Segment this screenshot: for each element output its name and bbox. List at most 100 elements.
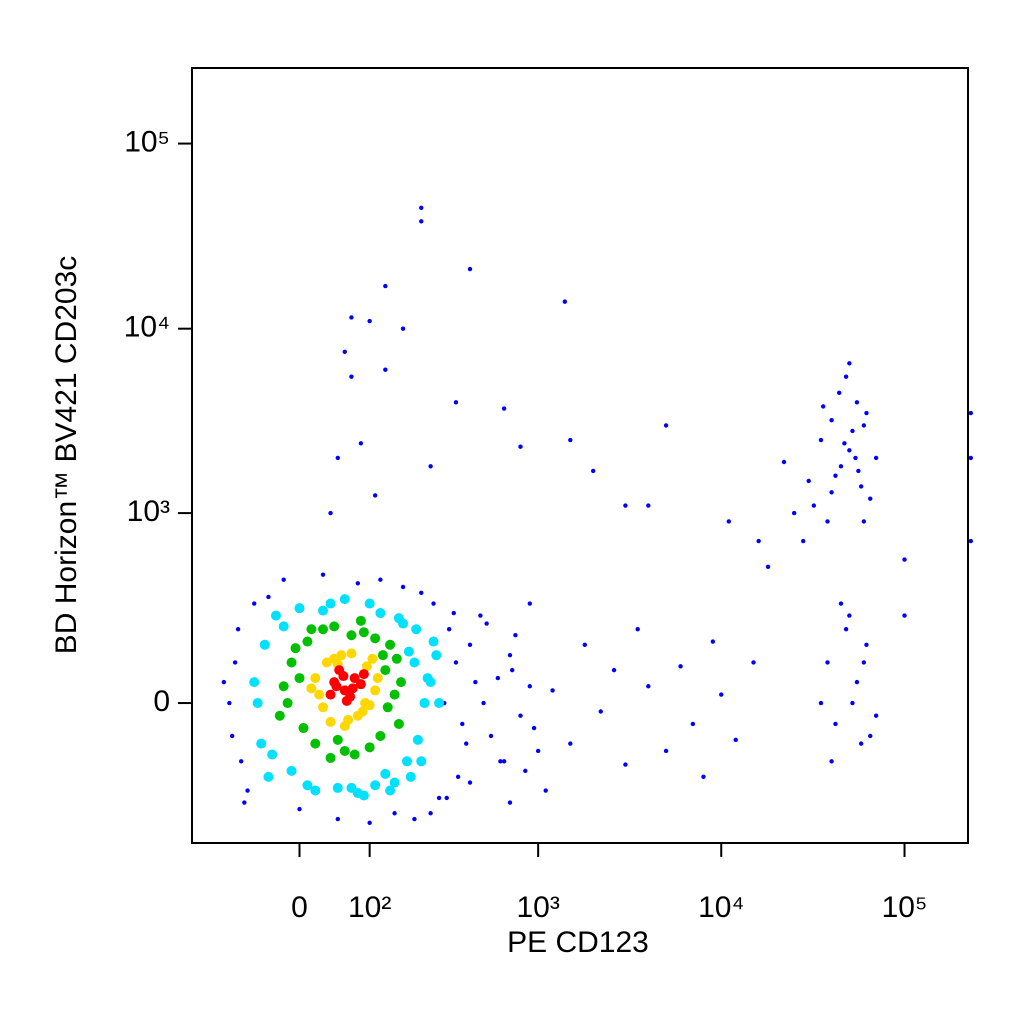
point: [646, 684, 651, 689]
point: [543, 788, 548, 793]
point: [453, 660, 459, 665]
point: [856, 468, 861, 474]
point: [425, 677, 436, 688]
point: [428, 811, 433, 816]
point: [825, 519, 830, 524]
point: [726, 519, 732, 524]
point: [501, 759, 507, 764]
point: [467, 780, 473, 785]
point: [678, 664, 683, 669]
point: [382, 702, 393, 713]
point: [518, 713, 523, 718]
point: [393, 718, 404, 729]
point: [501, 406, 507, 411]
point: [902, 557, 907, 562]
y-axis-label: BD Horizon™ BV421 CD203c: [50, 256, 83, 655]
point: [582, 642, 588, 648]
point: [263, 771, 274, 782]
point: [377, 650, 388, 661]
point: [286, 657, 297, 668]
point: [451, 610, 456, 616]
point: [409, 657, 420, 668]
point: [513, 633, 518, 638]
point: [460, 721, 465, 727]
point: [527, 684, 533, 689]
point: [829, 490, 834, 495]
point: [690, 721, 696, 727]
point: [498, 759, 503, 764]
point: [853, 455, 858, 461]
point: [227, 700, 232, 706]
point: [820, 404, 826, 409]
point: [481, 700, 486, 706]
point: [339, 721, 350, 732]
point: [335, 455, 340, 461]
point: [701, 774, 706, 780]
point: [416, 756, 427, 767]
point: [854, 679, 860, 685]
point: [332, 782, 343, 793]
point: [434, 698, 445, 709]
point: [235, 627, 241, 632]
point: [854, 400, 860, 405]
point: [385, 785, 396, 796]
point: [811, 503, 817, 508]
point: [298, 723, 309, 734]
point: [389, 777, 400, 788]
point: [873, 455, 879, 461]
point: [361, 661, 372, 672]
point: [391, 653, 402, 664]
point: [902, 613, 907, 618]
y-tick-label: 10⁵: [124, 125, 170, 158]
point: [484, 621, 489, 626]
point: [568, 437, 573, 443]
point: [858, 741, 864, 746]
point: [550, 688, 555, 693]
point: [314, 689, 325, 700]
point: [320, 572, 326, 577]
point: [302, 780, 313, 791]
point: [968, 410, 974, 416]
point: [635, 627, 640, 632]
point: [380, 665, 391, 676]
point: [968, 538, 974, 544]
point: [400, 584, 406, 590]
point: [719, 692, 724, 697]
point: [375, 608, 386, 619]
point: [278, 681, 289, 692]
point: [349, 315, 354, 320]
point: [332, 734, 343, 745]
point: [378, 577, 383, 582]
y-tick-label: 0: [153, 685, 170, 718]
point: [403, 646, 414, 657]
point: [861, 519, 867, 524]
point: [842, 441, 847, 446]
point: [357, 706, 368, 717]
point: [328, 510, 333, 516]
point: [873, 713, 879, 718]
point: [338, 671, 349, 682]
point: [455, 774, 461, 780]
point: [383, 367, 388, 372]
point: [355, 679, 366, 690]
point: [238, 759, 244, 764]
point: [294, 673, 305, 684]
point: [478, 613, 483, 618]
point: [367, 318, 372, 324]
point: [355, 581, 361, 586]
point: [781, 459, 787, 465]
point: [286, 765, 297, 776]
point: [419, 698, 430, 709]
point: [968, 455, 974, 461]
point: [473, 679, 478, 685]
point: [401, 756, 412, 767]
point: [392, 811, 397, 816]
point: [232, 660, 238, 665]
point: [256, 738, 267, 749]
point: [318, 702, 329, 713]
x-tick-label: 0: [291, 891, 308, 924]
point: [347, 683, 358, 694]
point: [527, 601, 533, 606]
point: [364, 742, 375, 753]
